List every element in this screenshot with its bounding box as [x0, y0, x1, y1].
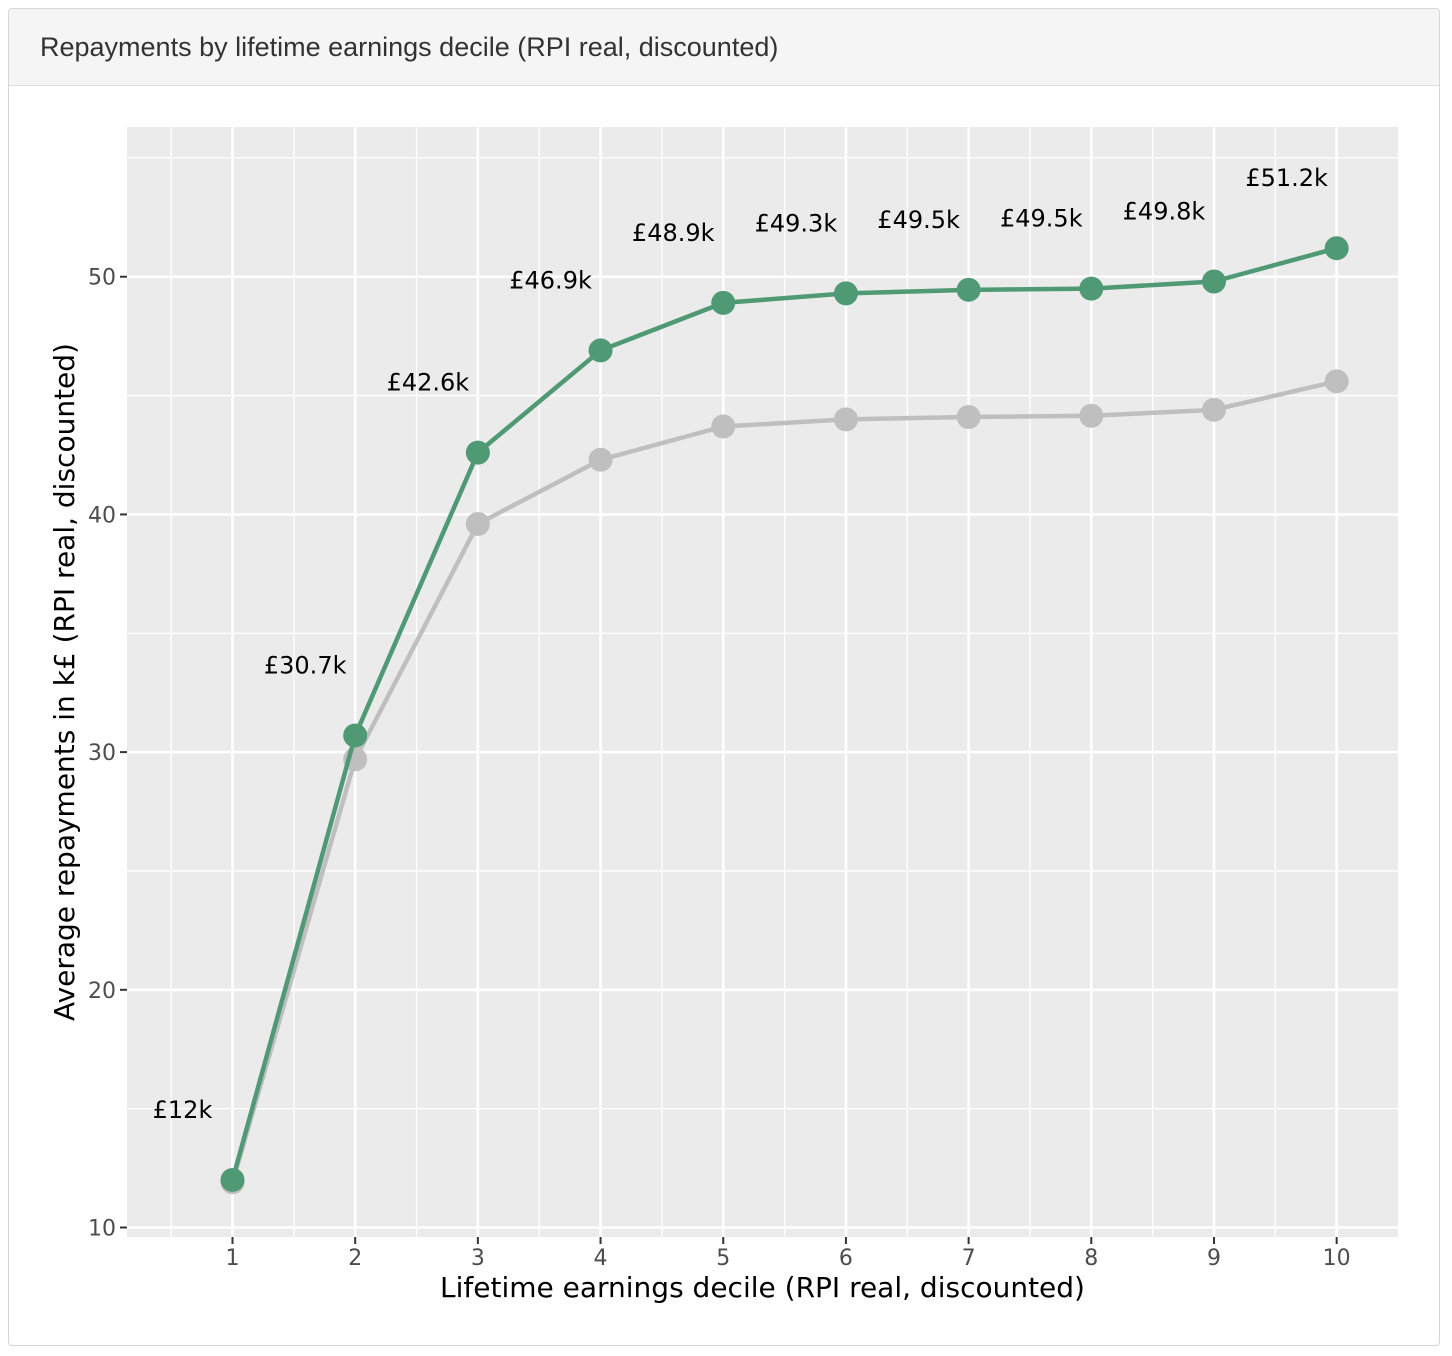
x-tick-label: 4	[594, 1246, 608, 1271]
plot-background	[127, 127, 1398, 1237]
y-axis-title: Average repayments in k£ (RPI real, disc…	[48, 343, 81, 1021]
data-label: £48.9k	[632, 219, 715, 247]
series-2-point	[1079, 403, 1104, 428]
data-label: £49.5k	[877, 206, 960, 234]
y-tick-label: 50	[88, 266, 116, 291]
series-1-point	[833, 281, 858, 306]
x-tick-label: 7	[962, 1246, 976, 1271]
data-label: £49.8k	[1123, 197, 1206, 225]
y-tick-label: 10	[88, 1216, 116, 1241]
series-line-1	[230, 246, 1338, 1181]
x-axis-title: Lifetime earnings decile (RPI real, disc…	[440, 1271, 1085, 1304]
series-2-point	[833, 407, 858, 432]
x-tick-label: 3	[471, 1246, 485, 1271]
x-tick-label: 9	[1207, 1246, 1221, 1271]
series-1-point	[711, 290, 736, 315]
x-tick-label: 2	[348, 1246, 362, 1271]
y-tick-label: 30	[88, 741, 116, 766]
card-title: Repayments by lifetime earnings decile (…	[40, 31, 779, 62]
axis-ticks: 10 20 30 40 50 1 2 3 4 5 6 7 8 9 10	[88, 266, 1351, 1271]
x-tick-label: 6	[839, 1246, 853, 1271]
data-label: £30.7k	[264, 651, 347, 679]
minor-gridlines	[127, 127, 1398, 1237]
series-1-point	[343, 723, 368, 748]
data-label: £42.6k	[387, 369, 470, 397]
series-2-point	[588, 447, 613, 472]
series-2-point	[956, 404, 981, 429]
series-line-2	[230, 379, 1338, 1183]
major-gridlines	[127, 127, 1398, 1237]
series-1-point	[1079, 276, 1104, 301]
series-2-point	[1324, 369, 1349, 394]
x-tick-label: 1	[226, 1246, 240, 1271]
x-tick-label: 10	[1323, 1246, 1351, 1271]
series-2-point	[465, 511, 490, 536]
series-1-point	[465, 440, 490, 465]
series-1-point	[1201, 269, 1226, 294]
series-1-point	[220, 1167, 245, 1192]
data-labels: £12k £30.7k £42.6k £46.9k £48.9k £49.3k £49.5k…	[153, 164, 1328, 1124]
x-tick-label: 5	[716, 1246, 730, 1271]
y-tick-label: 20	[88, 979, 116, 1004]
series-1-point	[956, 277, 981, 302]
data-label: £51.2k	[1245, 164, 1328, 192]
series-2-point	[1201, 397, 1226, 422]
card-header: Repayments by lifetime earnings decile (…	[9, 9, 1439, 86]
series-1-point	[588, 338, 613, 363]
data-label: £46.9k	[509, 266, 592, 294]
series-layer	[220, 236, 1349, 1195]
data-label: £12k	[153, 1096, 213, 1124]
y-tick-label: 40	[88, 503, 116, 528]
data-label: £49.5k	[1000, 205, 1083, 233]
data-label: £49.3k	[755, 209, 838, 237]
x-tick-label: 8	[1084, 1246, 1098, 1271]
series-2-point	[711, 414, 736, 439]
series-1-point	[1324, 236, 1349, 261]
